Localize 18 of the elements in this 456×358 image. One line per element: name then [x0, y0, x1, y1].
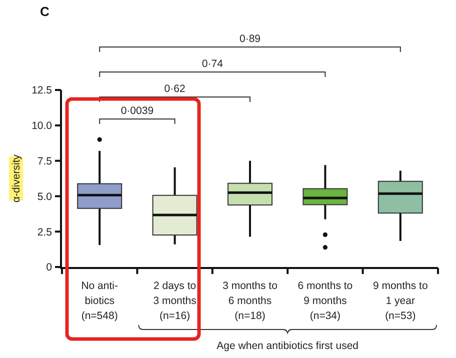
y-tick-label: 7.5: [37, 155, 52, 168]
annotation: 0·62: [164, 83, 186, 95]
x-tick-label: 6 months to 9 months (n=34): [298, 280, 353, 322]
x-tick-label: 2 days to 3 months (n=16): [153, 280, 196, 322]
x-tick-label: 3 months to 6 months (n=18): [222, 280, 278, 322]
x-tick-label: 9 months to 1 year (n=53): [372, 280, 428, 322]
text: 0·74: [202, 58, 224, 70]
y-tick-label: 5.0: [37, 190, 52, 203]
y-tick-label: 2.5: [37, 226, 52, 238]
text: 0·89: [239, 33, 261, 45]
y-axis-title: α-diversity: [10, 154, 23, 203]
y-tick-label: 12.5: [32, 84, 52, 97]
annotation: 0·0039: [120, 105, 154, 117]
x-axis-title: Age when antibiotics first used: [216, 340, 359, 352]
x-tick-label: No anti- biotics (n=548): [81, 280, 118, 322]
y-tick-label: 10.0: [32, 120, 52, 132]
chart-title: C: [40, 4, 50, 19]
y-tick-label: 0: [46, 262, 52, 274]
